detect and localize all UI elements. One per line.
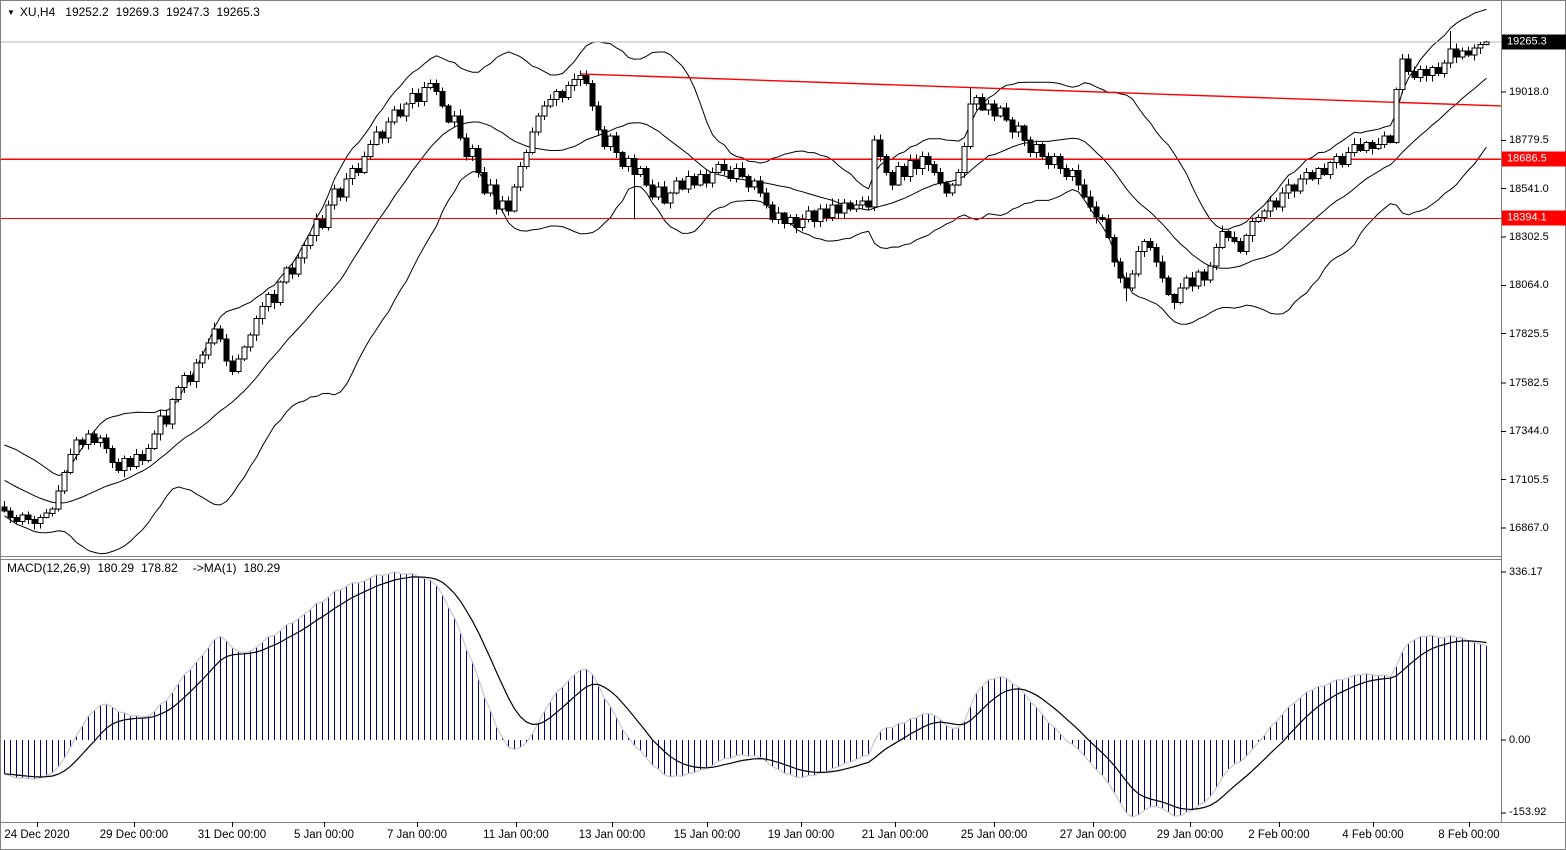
chart-header: ▼ XU,H4 19252.2 19269.3 19247.3 19265.3: [7, 5, 267, 19]
ohlc-low-value: 19247.3: [166, 5, 210, 19]
ohlc-close-value: 19265.3: [216, 5, 260, 19]
macd-signal-line: [4, 576, 1487, 811]
macd-panel[interactable]: [4, 571, 1487, 818]
macd-indicator-header: MACD(12,26,9) 180.29 178.82 ->MA(1) 180.29: [7, 561, 287, 575]
descending-trendline[interactable]: [579, 73, 1501, 107]
macd-main-line: [4, 571, 1487, 818]
candles-layer: [1, 30, 1490, 530]
macd-main-value: 180.29: [97, 561, 135, 575]
bollinger-lower-band: [4, 146, 1487, 555]
price-panel[interactable]: [0, 8, 1501, 555]
macd-ma-label: ->MA(1): [192, 561, 237, 575]
macd-name-label: MACD(12,26,9): [7, 561, 91, 575]
ohlc-open-value: 19252.2: [65, 5, 109, 19]
macd-ma-value: 180.29: [243, 561, 281, 575]
macd-signal-value: 178.82: [141, 561, 178, 575]
symbol-timeframe-label: XU,H4: [19, 5, 56, 19]
macd-histogram: [4, 571, 1487, 817]
ohlc-high-value: 19269.3: [115, 5, 160, 19]
bollinger-middle-band: [4, 77, 1487, 504]
collapse-chart-icon[interactable]: ▼: [7, 8, 15, 17]
